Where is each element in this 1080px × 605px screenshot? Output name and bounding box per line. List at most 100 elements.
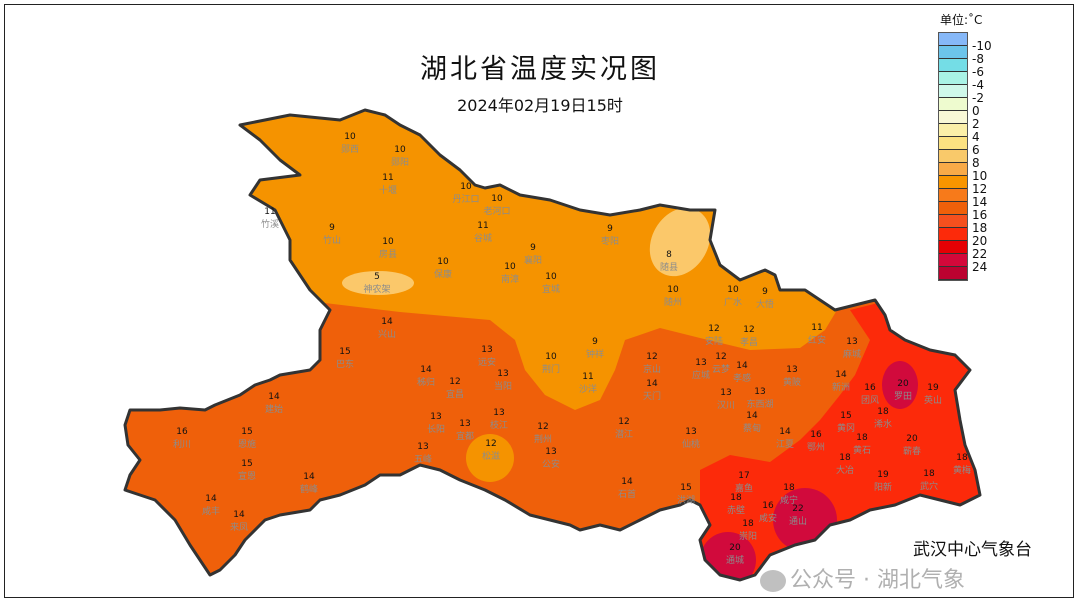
station-temperature: 11 [382, 173, 393, 183]
station-name: 黄梅 [953, 464, 971, 476]
station-name: 东西湖 [746, 398, 773, 410]
station-name: 宜都 [456, 430, 474, 442]
station-temperature: 10 [344, 132, 356, 142]
station-temperature: 13 [459, 419, 470, 429]
station-name: 咸丰 [202, 505, 220, 517]
station-name: 丹江口 [452, 194, 479, 205]
legend-swatch [939, 254, 967, 267]
station-兴山: 14 兴山 [378, 317, 396, 340]
station-temperature: 18 [783, 483, 795, 493]
legend-swatch [939, 33, 967, 46]
station-temperature: 14 [646, 379, 658, 389]
station-name: 南漳 [501, 273, 519, 285]
station-name: 孝感 [733, 372, 751, 384]
legend-label: 24 [972, 260, 988, 274]
station-name: 新洲 [832, 381, 850, 393]
legend-swatch [939, 202, 967, 215]
legend-swatch [939, 46, 967, 59]
station-崇阳: 18 崇阳 [739, 519, 757, 542]
station-枣阳: 9 枣阳 [601, 224, 619, 247]
station-temperature: 11 [477, 221, 488, 231]
station-temperature: 20 [906, 434, 918, 444]
station-name: 通山 [789, 516, 807, 527]
station-temperature: 13 [497, 369, 508, 379]
station-temperature: 16 [864, 383, 876, 393]
station-temperature: 13 [417, 442, 428, 452]
station-temperature: 14 [736, 361, 748, 371]
station-temperature: 15 [241, 427, 252, 437]
zone-shennongjia-5 [342, 271, 414, 295]
station-name: 巴东 [336, 358, 354, 370]
organization-label: 武汉中心气象台 [913, 540, 1032, 560]
station-temperature: 20 [729, 543, 741, 553]
station-temperature: 13 [720, 388, 731, 398]
legend-swatch [939, 59, 967, 72]
station-temperature: 13 [695, 358, 706, 368]
station-name: 远安 [478, 356, 496, 368]
station-name: 秭归 [417, 376, 435, 388]
station-temperature: 10 [460, 182, 472, 192]
station-汉川: 13 汉川 [717, 388, 735, 411]
station-temperature: 10 [545, 272, 557, 282]
station-name: 鄂州 [807, 442, 825, 453]
station-temperature: 9 [607, 224, 613, 234]
legend-label: 2 [972, 117, 980, 131]
station-temperature: 20 [897, 379, 909, 389]
station-temperature: 19 [927, 383, 939, 393]
legend-label: -10 [972, 39, 992, 53]
station-name: 谷城 [474, 233, 492, 244]
station-name: 荆州 [534, 433, 552, 445]
station-name: 赤壁 [727, 504, 745, 516]
station-temperature: 9 [762, 287, 768, 297]
station-temperature: 14 [746, 411, 758, 421]
legend-label: 10 [972, 169, 988, 183]
station-name: 五峰 [414, 454, 432, 465]
station-name: 黄冈 [837, 422, 855, 434]
station-name: 襄阳 [524, 254, 542, 266]
station-temperature: 5 [374, 272, 380, 282]
station-temperature: 15 [339, 347, 350, 357]
station-name: 罗田 [894, 391, 912, 402]
station-temperature: 16 [810, 430, 822, 440]
legend-label: 8 [972, 156, 980, 170]
station-name: 应城 [692, 369, 710, 381]
zone-suixian-8 [649, 207, 711, 277]
station-temperature: 12 [618, 417, 629, 427]
station-temperature: 10 [491, 194, 503, 204]
station-name: 团风 [861, 395, 879, 406]
station-temperature: 12 [743, 325, 754, 335]
station-name: 浠水 [874, 418, 892, 430]
legend-label: -4 [972, 78, 984, 92]
map-timestamp: 2024年02月19日15时 [457, 96, 623, 115]
legend-swatch [939, 176, 967, 189]
station-name: 蔡甸 [743, 422, 761, 434]
station-name: 孝昌 [740, 337, 758, 348]
legend-swatch [939, 228, 967, 241]
station-temperature: 12 [708, 324, 719, 334]
station-temperature: 18 [956, 453, 968, 463]
station-name: 枣阳 [601, 236, 619, 247]
station-团风: 16 团风 [861, 383, 879, 406]
